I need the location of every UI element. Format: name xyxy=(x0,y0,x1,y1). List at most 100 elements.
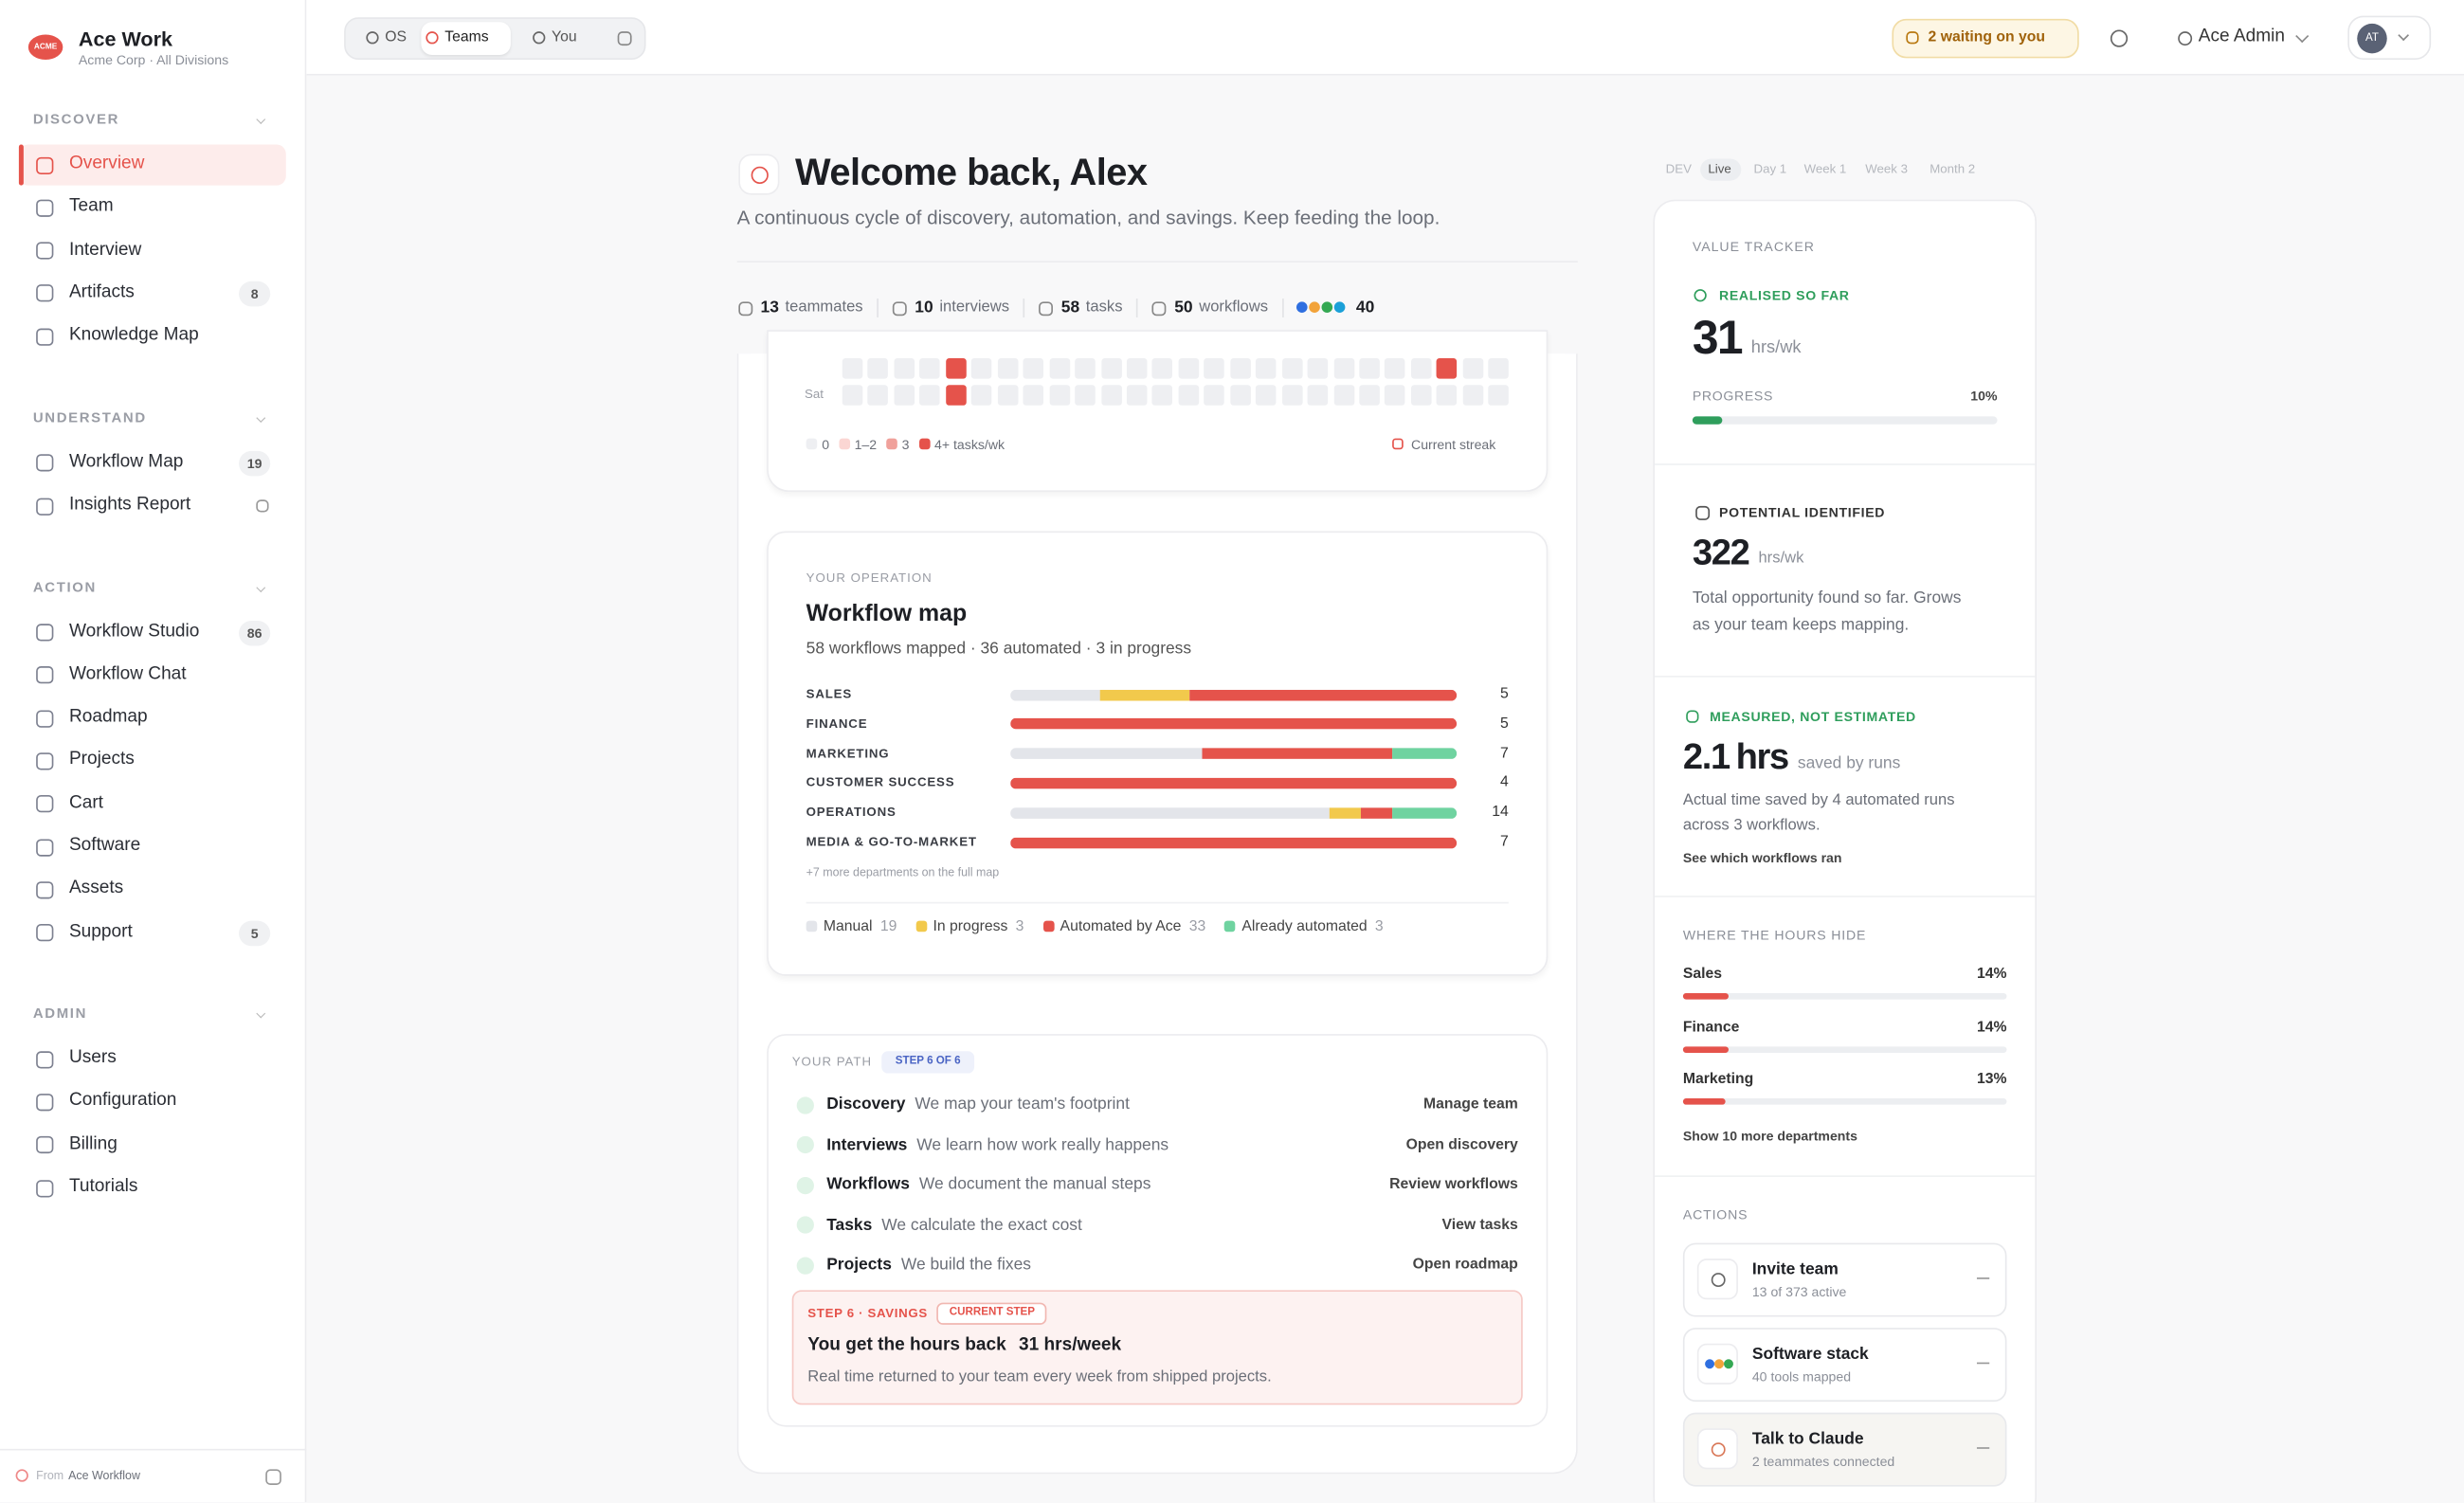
department-total: 4 xyxy=(1500,773,1509,792)
potential-desc: Total opportunity found so far. Grows xyxy=(1692,589,1962,608)
step-action[interactable]: Manage team xyxy=(1422,1096,1518,1114)
tool-logo xyxy=(1333,301,1346,313)
nav-item[interactable]: Workflow Map xyxy=(68,452,184,472)
shield-icon xyxy=(2177,30,2192,45)
nav-item[interactable]: Assets xyxy=(68,878,124,898)
nav-item[interactable]: Software xyxy=(68,836,141,856)
current-title: You get the hours back xyxy=(807,1335,1006,1355)
department-bar xyxy=(1010,718,1458,730)
badge xyxy=(239,450,271,476)
nav-item[interactable]: Roadmap xyxy=(68,707,148,727)
tab[interactable]: Teams xyxy=(444,28,489,46)
streak-label: Current streak xyxy=(1411,436,1496,453)
nav-item[interactable]: Cart xyxy=(68,793,103,812)
current-step xyxy=(791,1290,1523,1405)
activity-cell xyxy=(1437,384,1458,405)
nav-icon xyxy=(35,1136,53,1154)
legend-swatch xyxy=(918,438,931,450)
step-title: Workflows xyxy=(826,1174,910,1194)
nav-item[interactable]: Workflow Chat xyxy=(68,664,187,684)
bar-segment xyxy=(1392,806,1458,819)
bar-segment xyxy=(1329,806,1362,819)
nav-item[interactable]: Overview xyxy=(68,154,145,173)
step-desc: We calculate the exact cost xyxy=(881,1215,1082,1234)
nav-item[interactable]: Team xyxy=(68,196,114,216)
timeline-stage[interactable]: Live xyxy=(1708,162,1731,177)
bar-segment xyxy=(1010,777,1458,789)
nav-icon xyxy=(35,666,53,684)
timeline-stage[interactable]: Week 3 xyxy=(1865,162,1908,177)
legend-swatch xyxy=(1224,920,1236,933)
nav-item[interactable]: Interview xyxy=(68,240,142,260)
timeline-stage[interactable]: DEV xyxy=(1665,162,1692,177)
tool-logo xyxy=(1724,1359,1733,1369)
activity-cell xyxy=(1256,358,1277,379)
progress-fill xyxy=(1692,416,1723,425)
tab[interactable]: OS xyxy=(385,28,408,46)
timeline-stage[interactable]: Month 2 xyxy=(1930,162,1976,177)
stat-value: 40 xyxy=(1355,298,1375,317)
more-departments[interactable]: Show 10 more departments xyxy=(1682,1128,1857,1144)
more-departments[interactable]: +7 more departments on the full map xyxy=(806,864,1000,879)
action-title[interactable]: Software stack xyxy=(1751,1344,1869,1364)
nav-icon xyxy=(35,454,53,472)
tool-logo xyxy=(1309,301,1320,313)
nav-icon xyxy=(35,880,53,899)
nav-item[interactable]: Configuration xyxy=(68,1091,177,1111)
step-action[interactable]: View tasks xyxy=(1441,1216,1518,1234)
user-name[interactable]: Ace Admin xyxy=(2198,27,2285,46)
activity-cell xyxy=(1488,358,1510,379)
active-item[interactable] xyxy=(18,144,286,186)
nav-item[interactable]: Billing xyxy=(68,1133,118,1153)
activity-cell xyxy=(971,358,992,379)
activity-cell xyxy=(1023,384,1044,405)
badge-count: 86 xyxy=(246,624,263,641)
realised-unit: hrs/wk xyxy=(1750,338,1802,358)
tool-logo xyxy=(1714,1359,1725,1369)
stat-icon xyxy=(737,300,752,316)
department-name: MARKETING xyxy=(806,746,890,761)
department-bar xyxy=(1010,748,1458,760)
badge-count: 8 xyxy=(250,285,259,302)
nav-item[interactable]: Tutorials xyxy=(68,1177,138,1197)
legend-label: Automated by Ace xyxy=(1060,917,1182,936)
department-name: Marketing xyxy=(1682,1070,1754,1088)
department-total: 14 xyxy=(1492,804,1509,822)
nav-item[interactable]: Users xyxy=(68,1048,117,1068)
nav-icon xyxy=(35,328,53,346)
timeline-stage[interactable]: Week 1 xyxy=(1803,162,1847,177)
share-fill xyxy=(1682,992,1729,1000)
department-total: 5 xyxy=(1500,715,1509,733)
action-title[interactable]: Invite team xyxy=(1751,1259,1839,1279)
timeline-stage[interactable]: Day 1 xyxy=(1753,162,1787,177)
logo xyxy=(27,34,63,61)
activity-cell xyxy=(1229,358,1251,379)
tool-logo xyxy=(1295,301,1308,313)
activity-cell xyxy=(919,384,941,405)
step-action[interactable]: Open discovery xyxy=(1405,1135,1518,1153)
nav-item[interactable]: Knowledge Map xyxy=(68,325,199,345)
nav-item[interactable]: Workflow Studio xyxy=(68,621,200,641)
step-title: Projects xyxy=(826,1255,892,1275)
step-action[interactable]: Open roadmap xyxy=(1412,1256,1518,1274)
active-indicator xyxy=(18,144,24,186)
activity-cell xyxy=(1178,384,1199,405)
nav-item[interactable]: Artifacts xyxy=(68,282,135,302)
activity-card xyxy=(767,330,1549,493)
action-title[interactable]: Talk to Claude xyxy=(1751,1429,1864,1449)
nav-item[interactable]: Support xyxy=(68,921,133,941)
legend-swatch xyxy=(1042,920,1054,933)
department-share: 14% xyxy=(1976,1018,2007,1036)
activity-cell xyxy=(1075,358,1096,379)
nav-item[interactable]: Insights Report xyxy=(68,495,191,515)
waiting-pill[interactable] xyxy=(1892,18,2079,59)
nav-item[interactable]: Projects xyxy=(68,750,135,770)
activity-cell xyxy=(1178,358,1199,379)
step-action[interactable]: Review workflows xyxy=(1389,1175,1518,1194)
nav-icon xyxy=(35,284,53,303)
activity-cell xyxy=(1359,358,1380,379)
tab[interactable]: You xyxy=(552,28,577,46)
workspace-switch[interactable] xyxy=(265,39,278,58)
waiting-text[interactable]: 2 waiting on you xyxy=(1928,28,2045,46)
measured-link[interactable]: See which workflows ran xyxy=(1682,849,1842,866)
